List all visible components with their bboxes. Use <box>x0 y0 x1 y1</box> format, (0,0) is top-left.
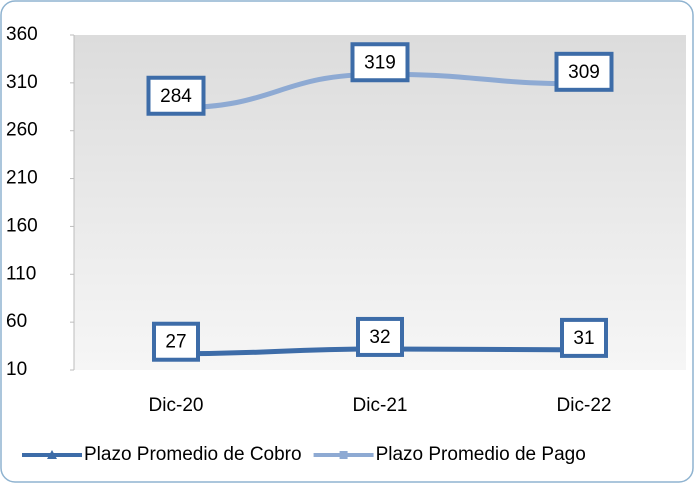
data-label: 27 <box>165 332 186 353</box>
y-tick-label: 210 <box>6 168 38 189</box>
data-label: 284 <box>160 86 192 107</box>
y-tick-label: 360 <box>6 24 38 45</box>
data-label-box <box>350 42 410 83</box>
data-label: 309 <box>568 62 600 83</box>
data-label: 319 <box>364 52 396 73</box>
data-label-box <box>152 321 200 362</box>
legend-marker <box>339 451 348 459</box>
x-tick-label: Dic-21 <box>353 395 408 416</box>
y-tick-label: 60 <box>6 311 27 332</box>
legend-label: Plazo Promedio de Pago <box>376 444 586 465</box>
legend-marker <box>47 450 57 459</box>
y-tick-label: 110 <box>6 263 36 284</box>
y-tick-label: 10 <box>6 359 27 380</box>
y-tick-label: 160 <box>6 215 38 236</box>
data-label-box <box>356 316 404 357</box>
x-tick-label: Dic-20 <box>149 395 204 416</box>
data-label: 32 <box>369 327 390 348</box>
y-tick-label: 310 <box>6 72 38 93</box>
data-label-box <box>146 75 206 116</box>
data-label: 31 <box>573 328 594 349</box>
data-label-box <box>554 51 614 92</box>
y-tick-label: 260 <box>6 120 38 141</box>
data-label-box <box>560 317 608 358</box>
legend-label: Plazo Promedio de Cobro <box>84 444 302 465</box>
x-tick-label: Dic-22 <box>557 395 612 416</box>
